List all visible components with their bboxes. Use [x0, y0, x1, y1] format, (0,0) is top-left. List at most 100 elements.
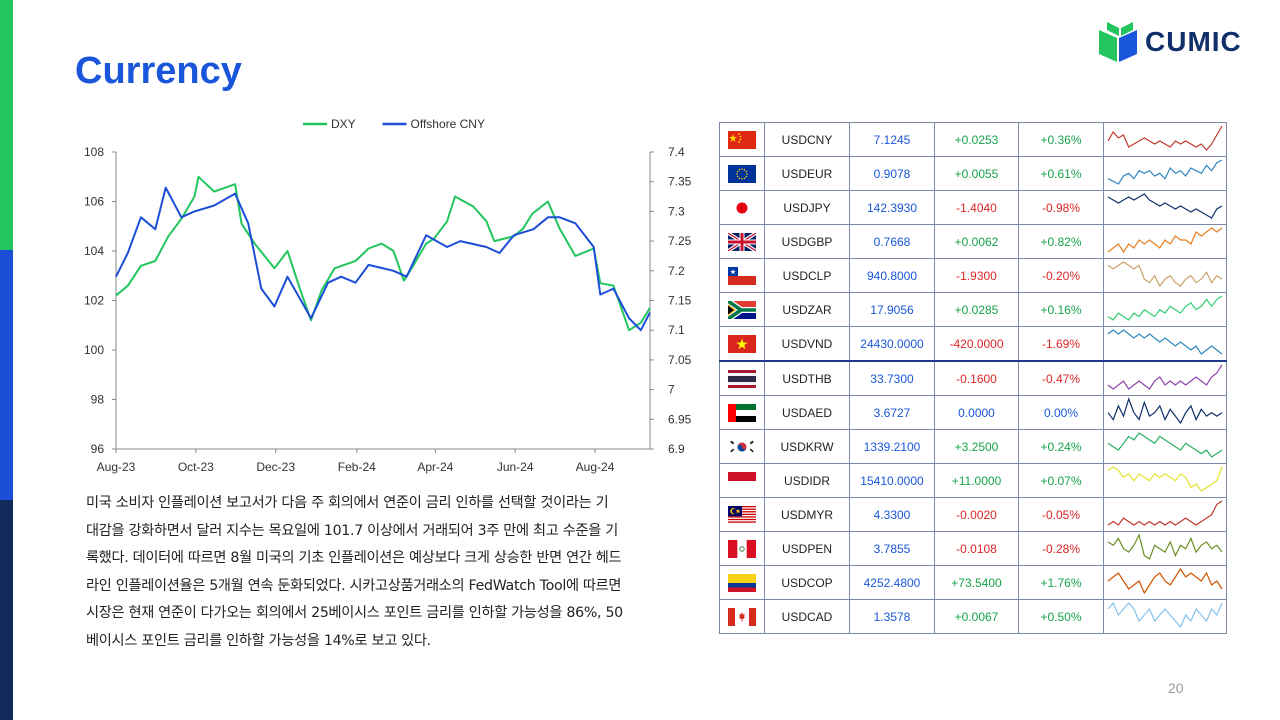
fx-change-cell: +0.0253: [934, 122, 1019, 157]
fx-price-cell: 3.7855: [849, 531, 935, 566]
fx-sparkline-cell: [1103, 565, 1227, 600]
fx-pair-cell: USDCAD: [764, 599, 850, 634]
sparkline-trend: [1107, 193, 1223, 219]
fx-percent-cell: +0.07%: [1018, 463, 1104, 498]
fx-sparkline-cell: [1103, 599, 1227, 634]
y-right-tick-label: 7.25: [668, 234, 692, 248]
fx-flag-cell: [719, 395, 765, 430]
dxy-cny-line-chart: DXY Offshore CNY 96 98 100 102 104 106 108 6.9 6.…: [84, 117, 692, 474]
offshore-cny-line: [115, 186, 651, 332]
fx-flag-cell: [719, 497, 765, 532]
fx-price-cell: 4.3300: [849, 497, 935, 532]
y-right-tick-label: 7.05: [668, 353, 692, 367]
fx-change-cell: +11.0000: [934, 463, 1019, 498]
fx-price-cell: 1.3578: [849, 599, 935, 634]
fx-sparkline-cell: [1103, 258, 1227, 293]
logo-text: CUMIC: [1145, 26, 1242, 57]
fx-price-cell: 24430.0000: [849, 326, 935, 362]
fx-flag-cell: [719, 360, 765, 396]
commentary-paragraph: 미국 소비자 인플레이션 보고서가 다음 주 회의에서 연준이 금리 인하를 선…: [86, 490, 706, 655]
fx-price-cell: 17.9056: [849, 292, 935, 327]
sparkline-trend: [1107, 125, 1223, 151]
peru-flag-icon: [728, 539, 756, 558]
fx-change-cell: +73.5400: [934, 565, 1019, 600]
south-africa-flag-icon: [728, 300, 756, 319]
y-right-tick-label: 7.15: [668, 294, 692, 308]
fx-pair-cell: USDCNY: [764, 122, 850, 157]
fx-percent-cell: -0.05%: [1018, 497, 1104, 532]
sparkline-trend: [1107, 432, 1223, 458]
fx-rate-row: USDGBP 0.7668 +0.0062 +0.82%: [719, 224, 1227, 259]
malaysia-flag-icon: [728, 505, 756, 524]
fx-change-cell: -0.0020: [934, 497, 1019, 532]
cumic-logo: CUMIC: [1097, 18, 1257, 70]
fx-price-cell: 0.9078: [849, 156, 935, 191]
y-right-tick-label: 6.95: [668, 412, 692, 426]
fx-flag-cell: [719, 122, 765, 157]
fx-percent-cell: -0.47%: [1018, 360, 1104, 396]
japan-flag-icon: [728, 198, 756, 217]
fx-percent-cell: +0.24%: [1018, 429, 1104, 464]
fx-sparkline-cell: [1103, 360, 1227, 396]
x-tick-label: Dec-23: [256, 460, 295, 474]
fx-rates-table: USDCNY 7.1245 +0.0253 +0.36% USDEUR 0.9078 +0.…: [719, 122, 1227, 634]
y-left-tick-label: 108: [84, 145, 104, 159]
y-right-tick-label: 7.4: [668, 145, 685, 159]
x-tick-label: Jun-24: [497, 460, 534, 474]
sparkline-trend: [1107, 329, 1223, 355]
fx-flag-cell: [719, 190, 765, 225]
fx-percent-cell: +1.76%: [1018, 565, 1104, 600]
fx-rate-row: USDIDR 15410.0000 +11.0000 +0.07%: [719, 463, 1227, 498]
fx-rate-row: USDCAD 1.3578 +0.0067 +0.50%: [719, 599, 1227, 634]
fx-pair-cell: USDMYR: [764, 497, 850, 532]
fx-pair-cell: USDAED: [764, 395, 850, 430]
fx-rate-row: USDTHB 33.7300 -0.1600 -0.47%: [719, 360, 1227, 396]
fx-percent-cell: 0.00%: [1018, 395, 1104, 430]
fx-change-cell: +3.2500: [934, 429, 1019, 464]
sparkline-trend: [1107, 466, 1223, 492]
fx-pair-cell: USDKRW: [764, 429, 850, 464]
china-flag-icon: [728, 130, 756, 149]
fx-flag-cell: [719, 326, 765, 362]
x-tick-label: Oct-23: [178, 460, 214, 474]
commentary-line: 대감을 강화하면서 달러 지수는 목요일에 101.7 이상에서 거래되어 3주…: [86, 522, 618, 539]
fx-change-cell: 0.0000: [934, 395, 1019, 430]
eu-flag-icon: [728, 164, 756, 183]
fx-pair-cell: USDCOP: [764, 565, 850, 600]
fx-flag-cell: [719, 565, 765, 600]
sparkline-trend: [1107, 601, 1223, 629]
fx-percent-cell: +0.61%: [1018, 156, 1104, 191]
fx-pair-cell: USDJPY: [764, 190, 850, 225]
fx-percent-cell: -0.20%: [1018, 258, 1104, 293]
fx-change-cell: +0.0055: [934, 156, 1019, 191]
chart-legend: DXY Offshore CNY: [303, 117, 485, 131]
fx-pair-cell: USDVND: [764, 326, 850, 362]
fx-rate-row: USDVND 24430.0000 -420.0000 -1.69%: [719, 326, 1227, 362]
fx-flag-cell: [719, 531, 765, 566]
fx-pair-cell: USDEUR: [764, 156, 850, 191]
chile-flag-icon: [728, 266, 756, 285]
fx-flag-cell: [719, 429, 765, 464]
fx-price-cell: 3.6727: [849, 395, 935, 430]
fx-flag-cell: [719, 599, 765, 634]
fx-price-cell: 33.7300: [849, 360, 935, 396]
fx-rate-row: USDZAR 17.9056 +0.0285 +0.16%: [719, 292, 1227, 327]
y-right-tick-label: 7: [668, 383, 675, 397]
sparkline-trend: [1107, 159, 1223, 185]
fx-pair-cell: USDTHB: [764, 360, 850, 396]
fx-pair-cell: USDGBP: [764, 224, 850, 259]
korea-flag-icon: [728, 437, 756, 456]
legend-label: Offshore CNY: [411, 117, 485, 131]
fx-percent-cell: +0.16%: [1018, 292, 1104, 327]
colombia-flag-icon: [728, 573, 756, 592]
sparkline-trend: [1107, 227, 1223, 254]
fx-percent-cell: +0.82%: [1018, 224, 1104, 259]
fx-rate-row: USDJPY 142.3930 -1.4040 -0.98%: [719, 190, 1227, 225]
fx-pair-cell: USDCLP: [764, 258, 850, 293]
page-number: 20: [1168, 680, 1184, 696]
fx-flag-cell: [719, 258, 765, 293]
fx-change-cell: -0.0108: [934, 531, 1019, 566]
commentary-line: 베이시스 포인트 금리를 인하할 가능성을 14%로 보고 있다.: [86, 632, 431, 649]
commentary-line: 시장은 현재 연준이 다가오는 회의에서 25베이시스 포인트 금리를 인하할 …: [86, 605, 623, 621]
fx-pair-cell: USDIDR: [764, 463, 850, 498]
